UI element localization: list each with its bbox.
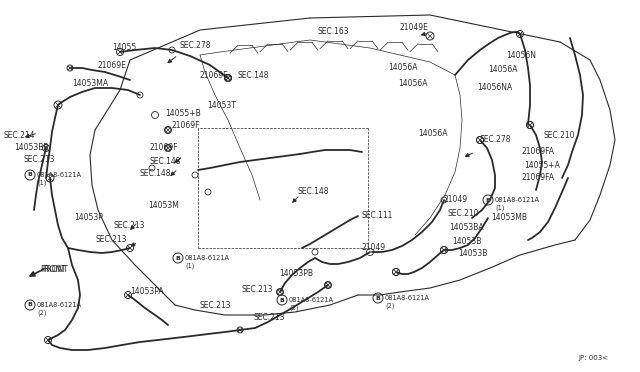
Text: (1): (1)	[185, 263, 195, 269]
Text: (2): (2)	[385, 303, 394, 309]
Text: B: B	[486, 198, 490, 202]
Text: 14055+B: 14055+B	[165, 109, 201, 118]
Text: 14056N: 14056N	[506, 51, 536, 60]
Text: 081A8-6121A: 081A8-6121A	[185, 255, 230, 261]
Text: B: B	[28, 173, 33, 177]
Text: SEC.213: SEC.213	[24, 155, 56, 164]
Text: 14053T: 14053T	[207, 100, 236, 109]
Text: B: B	[175, 256, 180, 260]
Text: 21069E: 21069E	[97, 61, 126, 70]
Text: 081A8-6121A: 081A8-6121A	[385, 295, 430, 301]
Text: 14053M: 14053M	[148, 201, 179, 209]
Text: B: B	[28, 302, 33, 308]
Text: 14055: 14055	[112, 44, 136, 52]
Text: 14056A: 14056A	[488, 65, 518, 74]
Text: 14053PA: 14053PA	[130, 288, 164, 296]
Text: (1): (1)	[37, 180, 46, 186]
Text: SEC.213: SEC.213	[241, 285, 273, 295]
Text: SEC.214: SEC.214	[4, 131, 35, 141]
Text: SEC.148: SEC.148	[150, 157, 182, 166]
Text: SEC.213: SEC.213	[113, 221, 145, 230]
Text: SEC.111: SEC.111	[362, 212, 394, 221]
Text: (2): (2)	[37, 310, 47, 316]
Text: 14053PB: 14053PB	[279, 269, 313, 278]
Text: 21069FA: 21069FA	[522, 148, 555, 157]
Text: 21069E: 21069E	[199, 71, 228, 80]
Text: FRONT: FRONT	[42, 266, 68, 275]
Text: 14056A: 14056A	[418, 128, 447, 138]
Text: SEC.213: SEC.213	[253, 314, 285, 323]
Text: SEC.213: SEC.213	[200, 301, 232, 310]
Text: 14056A: 14056A	[388, 64, 417, 73]
Text: SEC.278: SEC.278	[480, 135, 511, 144]
Text: 14053MB: 14053MB	[491, 214, 527, 222]
Text: 21069F: 21069F	[172, 121, 200, 129]
Text: 14053MA: 14053MA	[72, 80, 108, 89]
Text: 14056A: 14056A	[398, 78, 428, 87]
Text: 21049E: 21049E	[400, 23, 429, 32]
Text: 081A8-6121A: 081A8-6121A	[495, 197, 540, 203]
Text: 14053BA: 14053BA	[449, 224, 484, 232]
Text: JP: 003<: JP: 003<	[578, 355, 608, 361]
Text: SEC.163: SEC.163	[317, 28, 349, 36]
Text: SEC.278: SEC.278	[180, 42, 211, 51]
Text: SEC.148: SEC.148	[298, 187, 330, 196]
Text: 14053BB: 14053BB	[14, 142, 49, 151]
Text: SEC.210: SEC.210	[447, 209, 479, 218]
Text: SEC.213: SEC.213	[95, 235, 127, 244]
Text: 081A8-6121A: 081A8-6121A	[37, 302, 82, 308]
Text: 081A8-6121A: 081A8-6121A	[37, 172, 82, 178]
Text: FRONT: FRONT	[40, 266, 66, 275]
Text: 14055+A: 14055+A	[524, 160, 560, 170]
Text: SEC.148: SEC.148	[140, 170, 172, 179]
Text: 21049: 21049	[444, 196, 468, 205]
Text: 14053B: 14053B	[458, 248, 488, 257]
Text: 081A8-6121A: 081A8-6121A	[289, 297, 334, 303]
Text: (1): (1)	[495, 205, 504, 211]
Text: 21069F: 21069F	[150, 144, 179, 153]
Text: B: B	[280, 298, 284, 302]
Text: B: B	[376, 295, 380, 301]
Text: SEC.210: SEC.210	[543, 131, 575, 141]
Text: 21049: 21049	[362, 243, 386, 251]
Text: 14056NA: 14056NA	[477, 83, 512, 93]
Text: 14053P: 14053P	[74, 214, 103, 222]
Text: SEC.148: SEC.148	[237, 71, 269, 80]
Text: 14053B: 14053B	[452, 237, 481, 247]
Text: (2): (2)	[289, 305, 298, 311]
Text: 21069FA: 21069FA	[522, 173, 555, 183]
